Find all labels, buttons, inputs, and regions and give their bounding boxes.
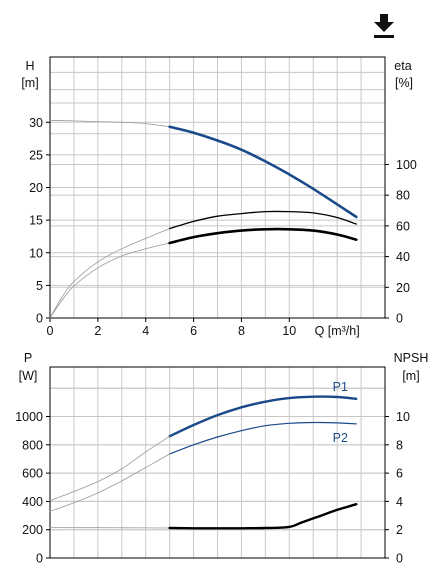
y2-tick-label: 2 (396, 523, 403, 537)
x-axis-label: Q [m³/h] (315, 324, 360, 338)
x-tick-label: 10 (282, 324, 296, 338)
x-tick-label: 2 (94, 324, 101, 338)
y-tick-label: 1000 (15, 410, 43, 424)
y2-tick-label: 8 (396, 438, 403, 452)
y-tick-label: 25 (29, 148, 43, 162)
x-tick-label: 0 (47, 324, 54, 338)
y2-axis-label: eta (394, 59, 411, 73)
y2-tick-label: 4 (396, 495, 403, 509)
y-axis-unit: [W] (19, 369, 38, 383)
y-axis-label: P (24, 351, 32, 365)
y-tick-label: 200 (22, 523, 43, 537)
y-tick-label: 15 (29, 214, 43, 228)
y2-tick-label: 40 (396, 250, 410, 264)
y-tick-label: 30 (29, 116, 43, 130)
series-label-p1: P1 (333, 380, 348, 394)
y2-tick-label: 60 (396, 219, 410, 233)
y2-tick-label: 100 (396, 158, 417, 172)
x-tick-label: 8 (238, 324, 245, 338)
plot-frame (49, 366, 386, 559)
series-line (169, 421, 357, 455)
series-line (49, 119, 170, 128)
y2-tick-label: 6 (396, 467, 403, 481)
y2-tick-label: 10 (396, 410, 410, 424)
y2-axis-label: NPSH (394, 351, 429, 365)
y-tick-label: 20 (29, 181, 43, 195)
y2-tick-label: 80 (396, 189, 410, 203)
series-label-p2: P2 (333, 431, 348, 445)
y2-tick-label: 0 (396, 552, 403, 566)
series-line (49, 242, 170, 319)
y-tick-label: 5 (36, 279, 43, 293)
series-line (168, 125, 358, 219)
series-line (168, 210, 357, 230)
series-line (168, 503, 358, 530)
y-tick-label: 800 (22, 438, 43, 452)
series-line (168, 395, 358, 438)
y-tick-label: 400 (22, 495, 43, 509)
series-line (49, 228, 170, 319)
y-axis-unit: [m] (21, 76, 38, 90)
x-tick-label: 4 (142, 324, 149, 338)
series-line (168, 227, 358, 245)
x-tick-label: 6 (190, 324, 197, 338)
y-tick-label: 10 (29, 246, 43, 260)
y-tick-label: 0 (36, 552, 43, 566)
series-line (49, 453, 170, 512)
y-axis-label: H (25, 59, 34, 73)
y-tick-label: 0 (36, 312, 43, 326)
y2-tick-label: 20 (396, 281, 410, 295)
download-icon[interactable] (372, 14, 396, 40)
y2-tick-label: 0 (396, 312, 403, 326)
y-tick-label: 600 (22, 467, 43, 481)
y2-axis-unit: [%] (395, 76, 413, 90)
y2-axis-unit: [m] (402, 369, 419, 383)
series-line (49, 435, 170, 502)
